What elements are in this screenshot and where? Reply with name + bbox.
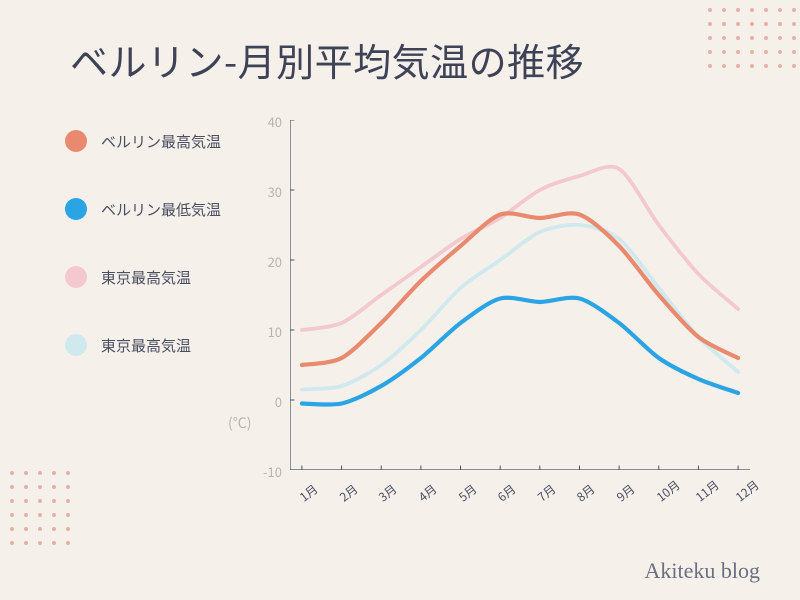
- legend-label: 東京最高気温: [101, 335, 191, 356]
- y-axis-tick-label: 0: [252, 392, 282, 411]
- x-axis-tick-label: 2月: [336, 481, 361, 506]
- x-axis-tick-label: 7月: [534, 481, 559, 506]
- series-line: [302, 213, 738, 365]
- x-axis-tick-label: 8月: [573, 481, 598, 506]
- legend-item: ベルリン最高気温: [65, 130, 245, 152]
- page-root: ベルリン-月別平均気温の推移 ベルリン最高気温ベルリン最低気温東京最高気温東京最…: [0, 0, 800, 600]
- legend-swatch-icon: [65, 266, 87, 288]
- x-axis-tick-label: 10月: [653, 476, 683, 505]
- legend-swatch-icon: [65, 198, 87, 220]
- signature-text: Akiteku blog: [645, 558, 761, 584]
- x-axis-tick-label: 5月: [455, 481, 480, 506]
- x-axis-tick-label: 1月: [296, 481, 321, 506]
- legend: ベルリン最高気温ベルリン最低気温東京最高気温東京最高気温: [65, 130, 245, 402]
- y-axis-tick-label: -10: [252, 462, 282, 481]
- x-axis-tick-label: 11月: [692, 476, 722, 505]
- legend-item: 東京最高気温: [65, 266, 245, 288]
- y-axis-tick-label: 20: [252, 252, 282, 271]
- x-axis-tick-label: 12月: [732, 476, 762, 505]
- line-chart-svg: [290, 120, 750, 470]
- legend-item: 東京最高気温: [65, 334, 245, 356]
- legend-label: 東京最高気温: [101, 267, 191, 288]
- y-axis-unit-label: (℃): [228, 413, 251, 433]
- legend-swatch-icon: [65, 334, 87, 356]
- y-axis-tick-label: 30: [252, 182, 282, 201]
- legend-label: ベルリン最高気温: [101, 131, 221, 152]
- y-axis-tick-label: 10: [252, 322, 282, 341]
- legend-label: ベルリン最低気温: [101, 199, 221, 220]
- legend-swatch-icon: [65, 130, 87, 152]
- y-axis-tick-label: 40: [252, 112, 282, 131]
- x-axis-tick-label: 9月: [613, 481, 638, 506]
- decorative-dots-bottom-left: [10, 471, 70, 545]
- chart-area: [290, 120, 750, 470]
- x-axis-tick-label: 6月: [494, 481, 519, 506]
- x-axis-tick-label: 3月: [375, 481, 400, 506]
- decorative-dots-top-right: [708, 8, 800, 68]
- chart-title: ベルリン-月別平均気温の推移: [70, 32, 584, 87]
- legend-item: ベルリン最低気温: [65, 198, 245, 220]
- x-axis-tick-label: 4月: [415, 481, 440, 506]
